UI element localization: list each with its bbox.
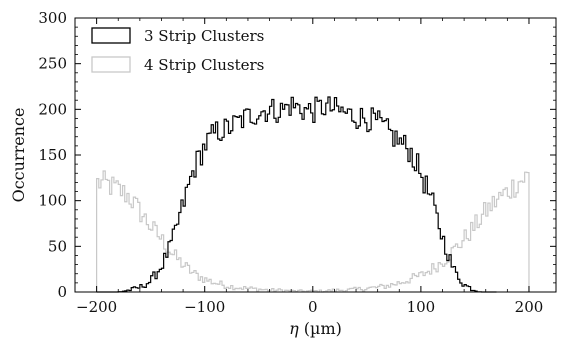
y-tick-label: 200 (38, 100, 67, 118)
x-tick-label: 200 (515, 298, 544, 316)
y-tick-label: 100 (38, 192, 67, 210)
y-tick-label: 0 (57, 283, 67, 301)
y-tick-label: 150 (38, 146, 67, 164)
legend-swatch-4-strip (91, 56, 131, 73)
legend-label-4-strip: 4 Strip Clusters (144, 56, 264, 74)
x-axis-title: η (µm) (289, 319, 342, 338)
y-tick-label: 50 (48, 237, 67, 255)
legend-swatch-3-strip (91, 27, 131, 44)
x-tick-label: 100 (407, 298, 436, 316)
y-tick-label: 300 (38, 9, 67, 27)
x-tick-label: 0 (308, 298, 318, 316)
legend-label-3-strip: 3 Strip Clusters (144, 27, 264, 45)
y-tick-label: 250 (38, 55, 67, 73)
x-tick-label: −200 (76, 298, 117, 316)
plot-area: −200 −100 0 100 200 0 50 100 150 200 250 300 η (µm) O… (9, 9, 557, 338)
y-axis-title: Occurrence (9, 108, 28, 203)
x-tick-label: −100 (184, 298, 225, 316)
series-line-4-strip (96, 170, 530, 293)
series-line-3-strip (96, 96, 497, 293)
